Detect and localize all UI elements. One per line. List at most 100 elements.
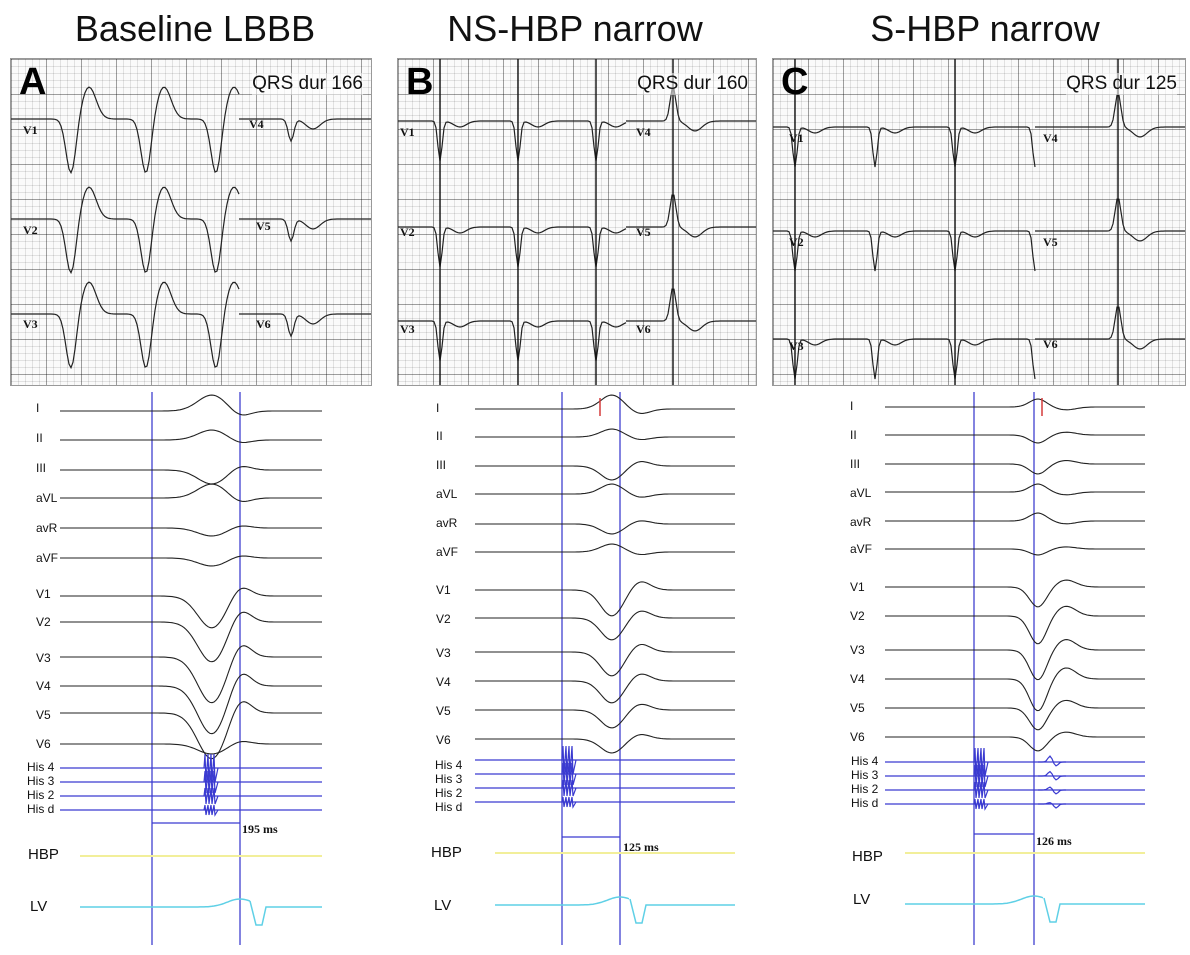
ecg-trace — [626, 194, 756, 238]
his-channel-label: His d — [851, 796, 879, 810]
panel-letter: A — [19, 61, 47, 103]
his-channel-label: His 4 — [435, 758, 463, 772]
his-deflection — [203, 787, 219, 805]
ecg-trace — [626, 88, 756, 132]
ecg-trace — [1035, 94, 1185, 138]
his-deflection — [561, 779, 577, 797]
egm-lead-label: II — [36, 431, 43, 445]
egm-trace — [475, 581, 735, 617]
egm-trace — [60, 587, 322, 629]
lv-label: LV — [853, 891, 871, 908]
panel-c: S-HBP narrow C QRS dur 125 V1 V2 V3 V4 V… — [772, 0, 1190, 955]
ecg-trace — [11, 86, 240, 175]
his-deflection — [973, 798, 989, 811]
egm-lead-label: V6 — [850, 730, 865, 744]
egm-trace — [475, 543, 735, 556]
egm-traces — [475, 392, 735, 945]
his-deflection — [1038, 755, 1066, 767]
egm-trace — [60, 611, 322, 663]
his-deflection — [203, 770, 219, 794]
ecg-lead-label: V3 — [23, 317, 38, 331]
his-channel-label: His 2 — [435, 786, 463, 800]
ecg-grid — [398, 59, 756, 385]
ecg-lead-label: V6 — [636, 322, 651, 336]
his-channel-label: His 4 — [851, 754, 879, 768]
egm-trace — [475, 673, 735, 704]
his-deflection — [203, 804, 219, 817]
his-deflection — [973, 764, 989, 788]
egm-trace — [475, 461, 735, 481]
egm-trace — [60, 394, 322, 416]
his-deflection — [561, 745, 577, 775]
ecg-lead-label: V5 — [636, 225, 651, 239]
egm-lead-label: V5 — [436, 704, 451, 718]
his-channel-label: His d — [27, 802, 55, 816]
egm-trace — [885, 431, 1145, 444]
egm-lead-label: V6 — [36, 737, 51, 751]
his-channel-label: His 2 — [851, 782, 879, 796]
panel-a: Baseline LBBB A QRS dur 166 V1 V2 V3 V4 … — [0, 0, 390, 955]
interval-label: 125 ms — [623, 840, 659, 854]
his-channel-label: His 3 — [27, 774, 55, 788]
egm-trace — [885, 483, 1145, 496]
egm-lead-label: V4 — [36, 679, 51, 693]
his-channel-label: His 2 — [27, 788, 55, 802]
panel-letter: C — [781, 61, 809, 103]
his-deflection — [561, 762, 577, 786]
egm-trace — [885, 639, 1145, 681]
ecg-traces — [11, 86, 371, 370]
ecg-grid — [11, 59, 371, 385]
lv-trace — [249, 900, 322, 926]
his-deflection — [561, 796, 577, 809]
his-deflection — [1038, 801, 1066, 809]
egm-trace — [885, 459, 1145, 475]
egm-lead-label: III — [436, 458, 447, 472]
ecg-lead-label: V1 — [23, 123, 38, 137]
egm-lead-label: aVF — [436, 545, 459, 559]
ecg-lead-label: V1 — [400, 125, 415, 139]
ecg-lead-label: V2 — [400, 225, 415, 239]
ecg-trace — [398, 320, 627, 362]
surface-ecg: B QRS dur 160 V1 V2 V3 V4 V5 V6 — [397, 58, 757, 386]
egm-lead-label: I — [36, 401, 40, 415]
ecg-lead-label: V2 — [789, 235, 804, 249]
egm-trace — [60, 525, 322, 537]
ecg-lead-label: V4 — [249, 117, 264, 131]
egm-lead-label: avR — [436, 516, 458, 530]
egm-lead-label: aVL — [850, 486, 872, 500]
egm-lead-label: I — [850, 399, 854, 413]
egm-trace — [60, 740, 322, 755]
egm-lead-label: II — [850, 428, 857, 442]
egm-lead-label: III — [850, 457, 861, 471]
egm-trace — [60, 673, 322, 735]
egm-trace — [885, 699, 1145, 731]
ecg-lead-label: V3 — [400, 322, 415, 336]
egm-lead-label: V3 — [850, 643, 865, 657]
egm-lead-label: V2 — [36, 615, 51, 629]
ecg-lead-label: V1 — [789, 131, 804, 145]
egm-trace — [475, 428, 735, 441]
ecg-lead-label: V4 — [1043, 131, 1058, 145]
ecg-trace — [11, 186, 240, 275]
lv-trace — [905, 895, 1044, 905]
interval-label: 126 ms — [1036, 834, 1072, 848]
egm-lead-label: V5 — [850, 701, 865, 715]
egm-lead-label: V3 — [36, 651, 51, 665]
egm-trace — [885, 579, 1145, 608]
his-channel-label: His d — [435, 800, 463, 814]
ecg-trace — [1035, 306, 1185, 350]
his-channel-label: His 4 — [27, 760, 55, 774]
egm-lead-label: aVF — [36, 551, 59, 565]
hbp-label: HBP — [431, 844, 462, 861]
ecg-trace — [1035, 198, 1185, 242]
panel-title: Baseline LBBB — [74, 8, 316, 49]
ecg-lead-label: V4 — [636, 125, 651, 139]
his-deflection — [973, 747, 989, 777]
egm-trace — [885, 605, 1145, 645]
ecg-lead-label: V5 — [256, 219, 271, 233]
ecg-trace — [11, 281, 240, 370]
ecg-lead-label: V3 — [789, 339, 804, 353]
egm-lead-label: V4 — [436, 675, 451, 689]
egm-lead-label: I — [436, 401, 440, 415]
his-deflection — [973, 781, 989, 799]
